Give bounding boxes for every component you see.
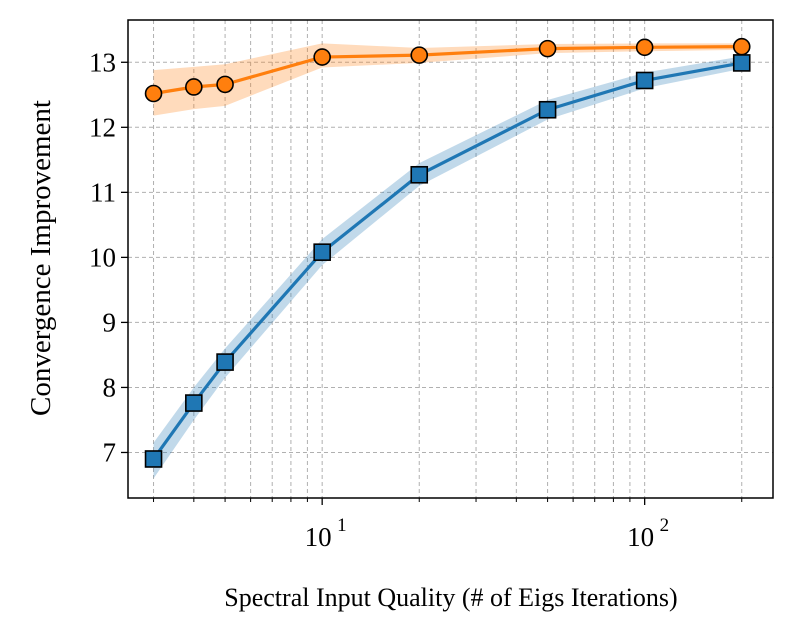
- y-tick-label: 13: [89, 47, 116, 77]
- orange-point: [144, 84, 163, 103]
- blue-point: [313, 243, 331, 261]
- plot-frame: [127, 19, 774, 499]
- blue-confidence-band: [153, 56, 742, 479]
- x-axis-label: Spectral Input Quality (# of Eigs Iterat…: [224, 583, 677, 612]
- orange-point: [216, 75, 234, 94]
- x-tick-label-exponent: 2: [660, 515, 670, 536]
- blue-point: [185, 394, 203, 412]
- orange-point: [185, 78, 203, 96]
- grid: [128, 20, 773, 498]
- y-tick-label: 11: [90, 177, 116, 207]
- confidence-bands: [153, 43, 742, 479]
- y-tick-label: 7: [103, 437, 117, 467]
- blue-point: [216, 353, 234, 371]
- y-tick-label: 8: [103, 372, 117, 402]
- orange-point: [410, 46, 429, 64]
- y-axis-label: Convergence Improvement: [25, 100, 57, 416]
- y-tick-label: 12: [89, 112, 116, 142]
- blue-point: [538, 100, 557, 119]
- blue-series-line: [152, 61, 743, 460]
- blue-point: [732, 54, 751, 72]
- series-markers: [144, 37, 751, 468]
- orange-confidence-band: [153, 43, 742, 116]
- x-tick-label: 10: [305, 522, 332, 552]
- orange-point: [635, 38, 654, 57]
- x-tick-label-exponent: 1: [337, 515, 347, 536]
- blue-point: [144, 450, 163, 468]
- x-tick-label: 10: [627, 522, 654, 552]
- y-tick-label: 10: [89, 242, 116, 272]
- blue-point: [635, 71, 654, 90]
- orange-point: [313, 48, 331, 66]
- series-lines: [152, 45, 743, 460]
- orange-point: [732, 37, 751, 56]
- blue-point: [410, 165, 429, 184]
- orange-point: [538, 39, 557, 58]
- y-tick-label: 9: [103, 307, 117, 337]
